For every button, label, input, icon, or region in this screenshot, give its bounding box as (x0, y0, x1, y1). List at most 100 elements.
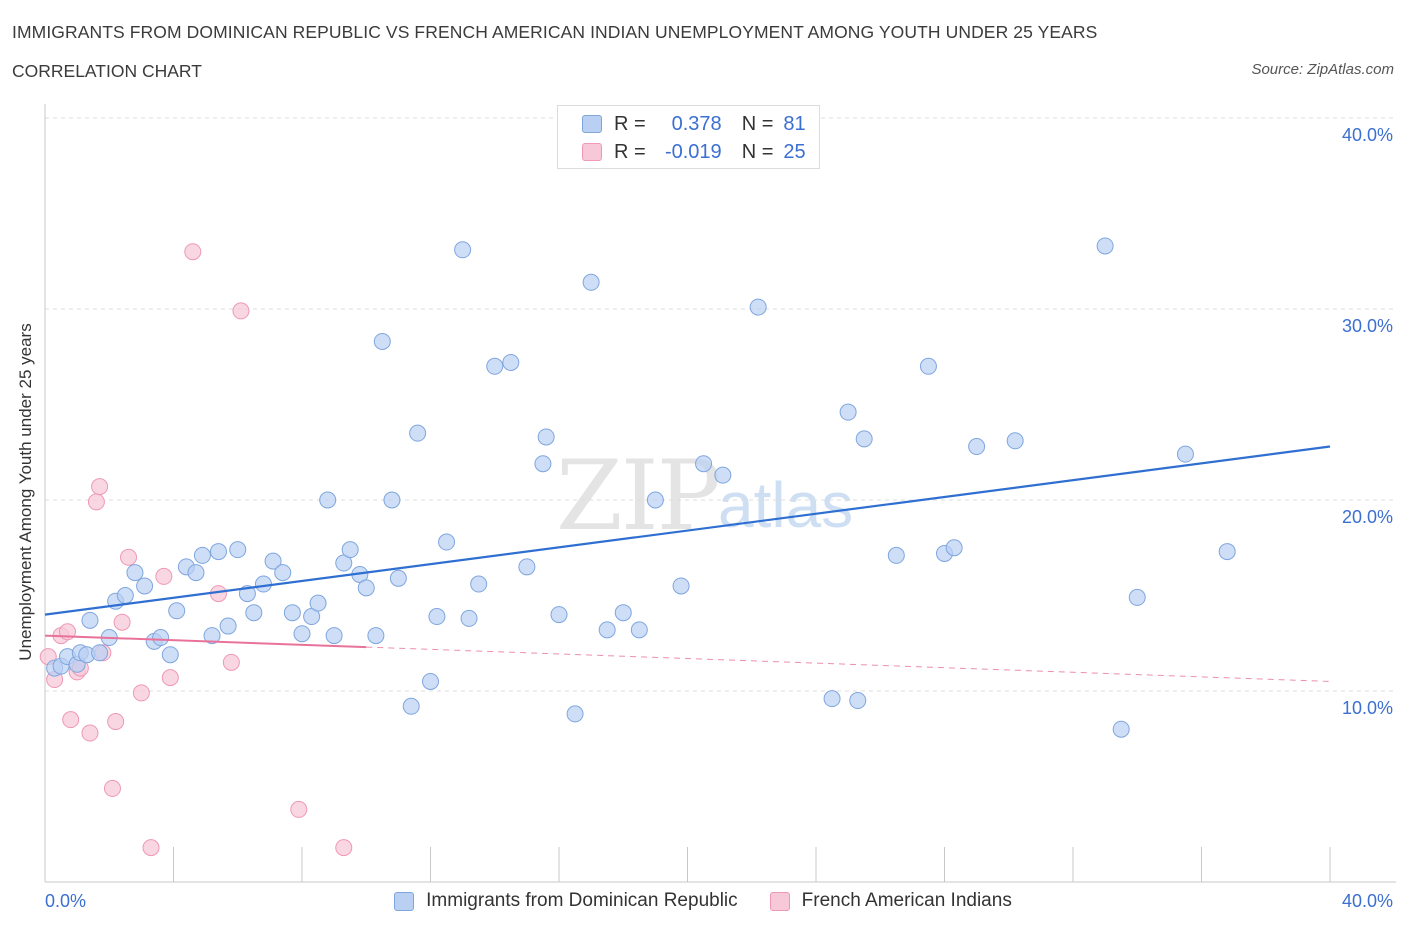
legend-label-french-american-indian: French American Indians (801, 890, 1012, 911)
legend-swatch-blue (394, 891, 415, 911)
data-point-dominican (161, 646, 179, 664)
legend-item-dominican: Immigrants from Dominican Republic (394, 890, 738, 912)
data-point-dominican (152, 629, 170, 647)
data-point-dominican (550, 606, 568, 624)
y-tick-label: 40.0% (1342, 125, 1393, 145)
data-point-dominican (855, 430, 873, 448)
data-point-dominican (319, 491, 337, 509)
data-point-dominican (309, 594, 327, 612)
data-point-dominican (383, 491, 401, 509)
watermark-zip: ZIP (556, 440, 721, 552)
trendline-french-american-indian (44, 634, 367, 649)
data-point-dominican (116, 587, 134, 604)
data-point-dominican (566, 705, 584, 723)
data-point-french-american-indian (142, 839, 160, 857)
chart-title: IMMIGRANTS FROM DOMINICAN REPUBLIC VS FR… (12, 22, 1098, 42)
data-point-dominican (229, 541, 247, 559)
data-point-dominican (91, 644, 109, 662)
correlation-legend: R = 0.378 N = 81 R = -0.019 N = 25 (557, 105, 820, 169)
legend-n-label: N = (741, 112, 774, 135)
legend-n-value: 25 (783, 140, 806, 163)
data-point-dominican (470, 575, 488, 593)
legend-n-label: N = (741, 140, 774, 163)
watermark-atlas: atlas (718, 469, 854, 541)
data-point-dominican (193, 546, 211, 564)
data-point-dominican (438, 533, 456, 551)
legend-label-dominican: Immigrants from Dominican Republic (426, 890, 738, 911)
data-point-dominican (1096, 237, 1114, 255)
data-point-dominican (1112, 720, 1130, 738)
data-point-dominican (614, 604, 632, 622)
data-point-dominican (454, 241, 472, 259)
data-point-dominican (428, 608, 446, 626)
data-point-dominican (81, 611, 99, 629)
data-point-dominican (849, 692, 867, 710)
y-axis-label: Unemployment Among Youth under 25 years (16, 323, 35, 661)
x-tick-label: 40.0% (1342, 891, 1393, 911)
data-point-dominican (341, 541, 359, 559)
data-point-dominican (264, 552, 282, 570)
data-point-dominican (919, 357, 937, 375)
x-tick-label: 0.0% (45, 891, 86, 911)
data-point-dominican (518, 558, 536, 576)
data-point-dominican (1128, 588, 1146, 606)
legend-row-blue: R = 0.378 N = 81 (582, 112, 806, 136)
data-point-dominican (1218, 543, 1236, 561)
data-point-french-american-indian (87, 493, 105, 511)
data-point-dominican (402, 697, 420, 715)
data-point-dominican (245, 604, 263, 622)
data-point-french-american-indian (91, 478, 109, 496)
data-point-dominican (502, 353, 520, 371)
data-point-french-american-indian (161, 669, 179, 687)
data-point-dominican (203, 627, 221, 645)
y-tick-label: 30.0% (1342, 316, 1393, 336)
data-point-dominican (389, 569, 407, 587)
legend-r-label: R = (614, 140, 646, 163)
y-tick-label: 10.0% (1342, 698, 1393, 718)
data-point-dominican (646, 491, 664, 509)
data-point-french-american-indian (335, 839, 353, 857)
data-point-dominican (136, 577, 154, 595)
data-point-french-american-indian (132, 684, 150, 702)
legend-swatch-pink (769, 891, 790, 911)
data-point-dominican (409, 424, 427, 442)
legend-item-french-american-indian: French American Indians (769, 890, 1012, 912)
data-point-french-american-indian (184, 243, 202, 261)
data-point-french-american-indian (107, 713, 125, 731)
data-point-dominican (839, 403, 857, 421)
data-point-dominican (534, 455, 552, 473)
data-point-french-american-indian (103, 779, 121, 797)
legend-r-value: 0.378 (671, 112, 722, 135)
data-point-dominican (486, 357, 504, 375)
legend-n-value: 81 (783, 112, 806, 135)
source-label: Source: ZipAtlas.com (1251, 61, 1394, 78)
data-point-dominican (582, 273, 600, 291)
data-point-dominican (1176, 445, 1194, 463)
data-point-french-american-indian (120, 548, 138, 566)
data-point-french-american-indian (232, 302, 250, 320)
legend-row-pink: R = -0.019 N = 25 (582, 140, 806, 164)
data-point-dominican (187, 564, 205, 582)
legend-r-label: R = (614, 112, 646, 135)
data-point-dominican (219, 617, 237, 635)
data-point-dominican (126, 564, 144, 582)
data-point-dominican (357, 579, 375, 597)
chart-subtitle: CORRELATION CHART (12, 61, 202, 81)
data-point-dominican (422, 672, 439, 690)
data-point-dominican (283, 604, 301, 622)
data-point-dominican (823, 690, 841, 708)
trendline-french-american-indian-extension (366, 646, 1331, 682)
data-point-dominican (749, 298, 767, 316)
data-point-dominican (598, 621, 616, 639)
data-point-dominican (325, 627, 343, 645)
data-point-dominican (168, 602, 186, 620)
data-point-dominican (274, 564, 292, 582)
data-point-dominican (293, 625, 311, 643)
data-point-french-american-indian (81, 724, 99, 742)
data-point-dominican (945, 539, 963, 557)
data-point-dominican (714, 466, 732, 484)
data-point-dominican (968, 438, 986, 456)
legend-swatch-pink (582, 143, 602, 161)
data-point-dominican (537, 428, 555, 446)
data-point-french-american-indian (113, 613, 131, 631)
